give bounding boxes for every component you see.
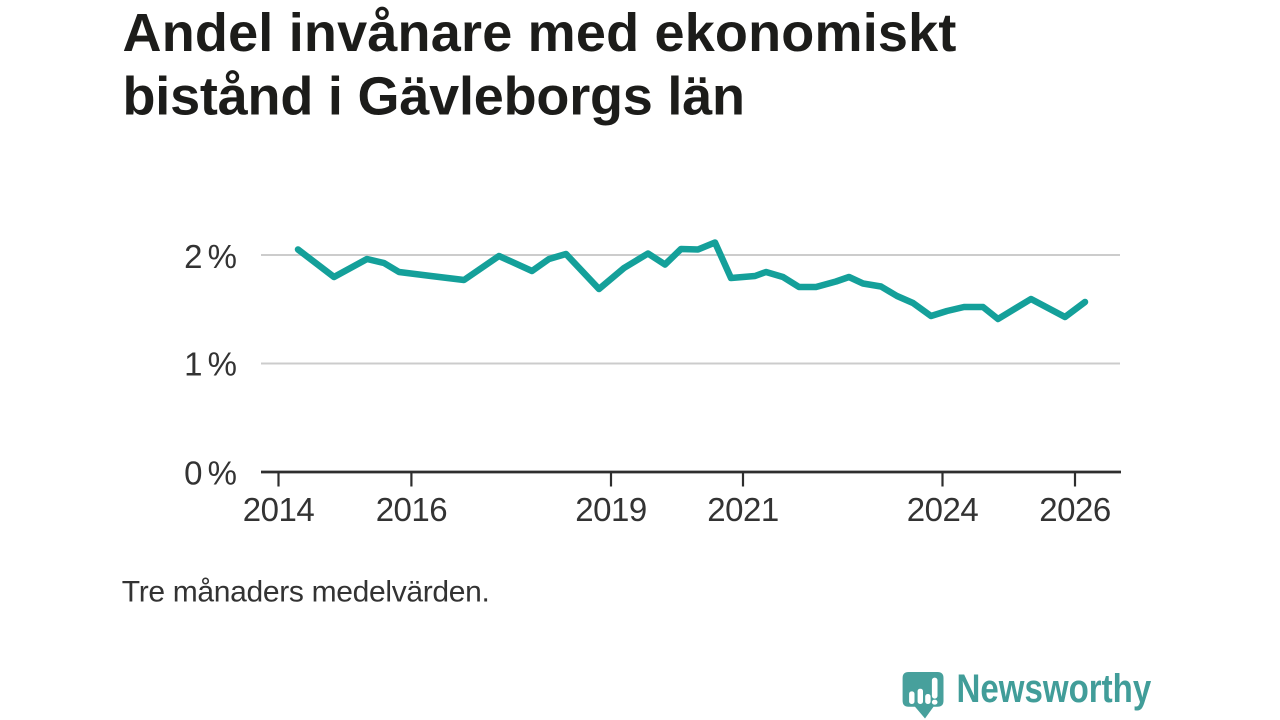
svg-text:2026: 2026 [1039,491,1110,528]
svg-text:2016: 2016 [376,491,447,528]
svg-text:2024: 2024 [907,491,979,528]
svg-text:Andel invånare med ekonomiskt: Andel invånare med ekonomiskt [123,3,957,63]
svg-text:bistånd i Gävleborgs län: bistånd i Gävleborgs län [123,66,745,126]
svg-text:2019: 2019 [575,491,646,528]
svg-text:2021: 2021 [707,491,778,528]
svg-text:2 %: 2 % [184,238,237,275]
svg-text:Newsworthy: Newsworthy [957,666,1152,711]
svg-text:Tre månaders medelvärden.: Tre månaders medelvärden. [122,575,490,608]
svg-text:2014: 2014 [243,491,315,528]
svg-text:1 %: 1 % [184,346,237,383]
svg-text:0 %: 0 % [184,455,237,492]
